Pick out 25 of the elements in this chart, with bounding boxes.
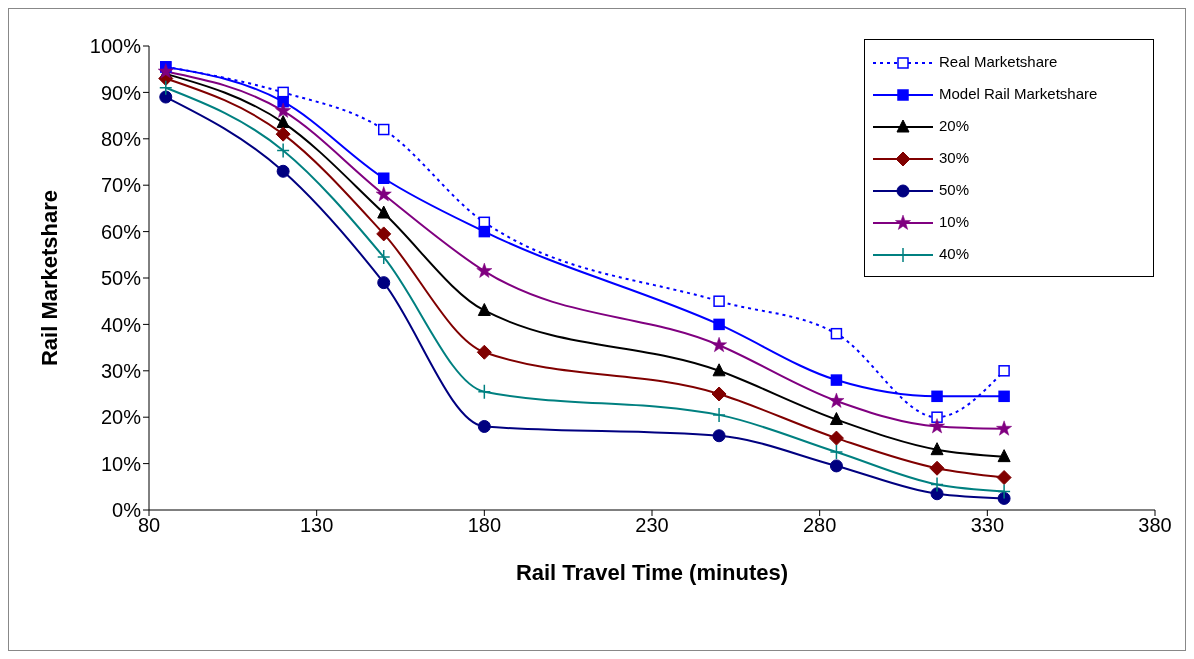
legend-label: Model Rail Marketshare — [939, 85, 1098, 102]
legend-label: Real Marketshare — [939, 53, 1058, 70]
y-axis-title: Rail Marketshare — [36, 189, 62, 367]
y-tick-label: 40% — [100, 313, 142, 336]
y-tick-label: 30% — [100, 359, 142, 382]
y-tick-label: 20% — [100, 406, 142, 429]
x-tick-label: 230 — [635, 514, 669, 537]
legend-label: 50% — [939, 181, 970, 198]
x-tick-label: 180 — [467, 514, 502, 537]
x-tick-label: 280 — [802, 514, 837, 537]
x-tick-label: 380 — [1138, 514, 1172, 537]
y-tick-label: 10% — [100, 452, 142, 475]
y-tick-label: 90% — [100, 81, 142, 104]
x-axis-title: Rail Travel Time (minutes) — [515, 560, 789, 585]
legend-label: 40% — [939, 245, 970, 262]
y-tick-label: 70% — [100, 174, 142, 197]
legend-label: 20% — [939, 117, 970, 134]
y-tick-label: 80% — [100, 127, 142, 150]
y-tick-label: 50% — [100, 267, 142, 290]
legend-label: 10% — [939, 213, 970, 230]
legend-label: 30% — [939, 149, 970, 166]
x-tick-label: 130 — [299, 514, 334, 537]
x-tick-label: 330 — [970, 514, 1005, 537]
y-tick-label: 100% — [89, 35, 142, 58]
y-tick-label: 60% — [100, 220, 142, 243]
